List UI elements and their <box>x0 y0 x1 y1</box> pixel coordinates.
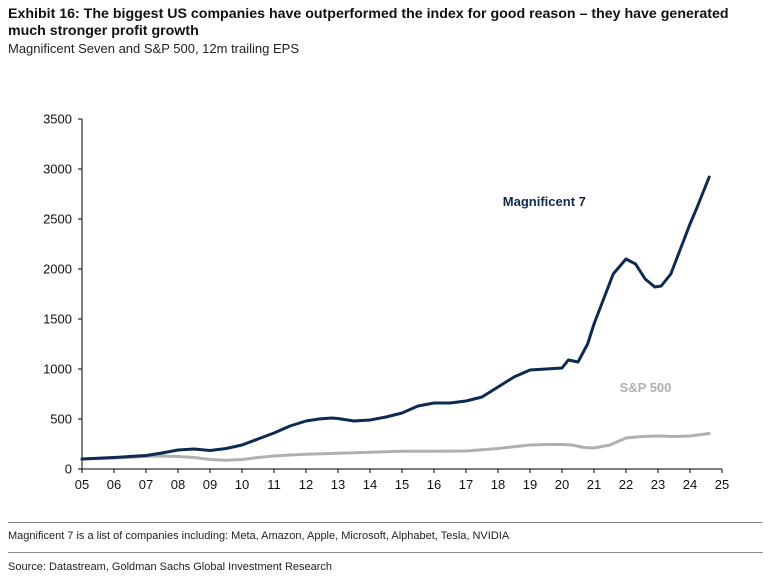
y-tick-label: 3000 <box>43 162 72 177</box>
x-tick-label: 22 <box>619 477 633 492</box>
y-tick-label: 3500 <box>43 112 72 127</box>
divider-top <box>8 522 763 523</box>
y-tick-label: 1000 <box>43 362 72 377</box>
chart-subtitle: Magnificent Seven and S&P 500, 12m trail… <box>8 41 299 56</box>
x-tick-label: 12 <box>299 477 313 492</box>
x-tick-label: 05 <box>75 477 89 492</box>
x-tick-label: 07 <box>139 477 153 492</box>
x-tick-label: 13 <box>331 477 345 492</box>
x-tick-label: 24 <box>683 477 697 492</box>
series-line-s-p-500 <box>80 432 711 462</box>
x-tick-label: 17 <box>459 477 473 492</box>
exhibit-title: Exhibit 16: The biggest US companies hav… <box>8 6 729 39</box>
x-tick-label: 16 <box>427 477 441 492</box>
series-line-magnificent-7 <box>80 175 711 461</box>
x-tick-label: 10 <box>235 477 249 492</box>
x-tick-label: 14 <box>363 477 377 492</box>
series-label-magnificent-7: Magnificent 7 <box>503 194 586 209</box>
chart-footnote: Magnificent 7 is a list of companies inc… <box>8 530 510 542</box>
divider-bottom <box>8 552 763 553</box>
y-tick-label: 0 <box>65 462 72 477</box>
x-tick-label: 25 <box>715 477 729 492</box>
chart-annotations: Magnificent 7 S&P 500 <box>503 194 672 395</box>
x-tick-label: 09 <box>203 477 217 492</box>
y-tick-label: 500 <box>50 412 72 427</box>
x-tick-label: 06 <box>107 477 121 492</box>
chart-axes: 0 500 1000 1500 2000 2500 3000 3500 05 06 07 08 09 10… <box>43 112 729 493</box>
chart-source: Source: Datastream, Goldman Sachs Global… <box>8 561 333 573</box>
series-label-s-p-500: S&P 500 <box>620 380 672 395</box>
y-tick-label: 2000 <box>43 262 72 277</box>
line-chart: 0 500 1000 1500 2000 2500 3000 3500 05 06 07 08 09 10… <box>43 112 729 493</box>
chart-series <box>80 175 711 462</box>
x-tick-label: 23 <box>651 477 665 492</box>
x-tick-label: 21 <box>587 477 601 492</box>
y-tick-label: 2500 <box>43 212 72 227</box>
x-tick-label: 15 <box>395 477 409 492</box>
x-tick-label: 19 <box>523 477 537 492</box>
y-tick-label: 1500 <box>43 312 72 327</box>
x-tick-label: 20 <box>555 477 569 492</box>
x-tick-label: 18 <box>491 477 505 492</box>
x-tick-label: 08 <box>171 477 185 492</box>
x-tick-label: 11 <box>267 477 281 492</box>
